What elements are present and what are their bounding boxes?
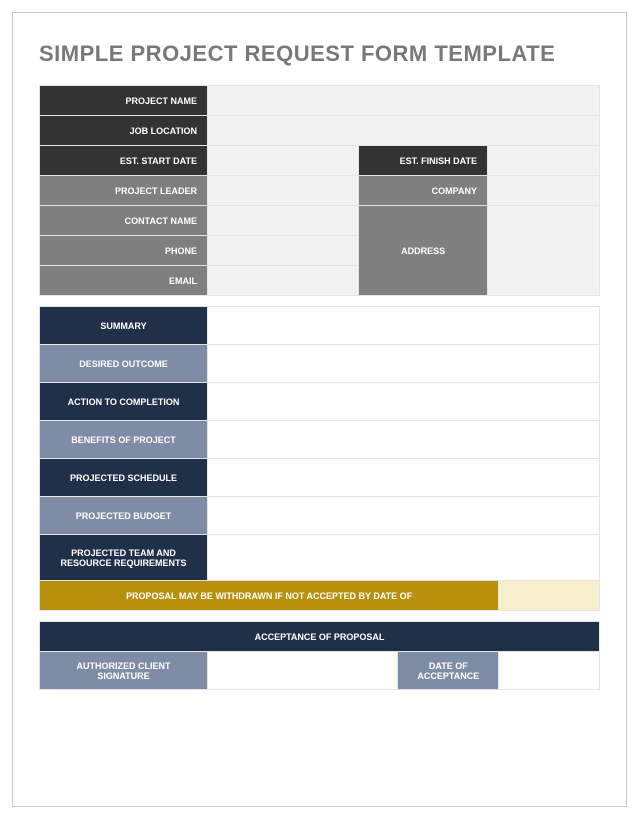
label-schedule: PROJECTED SCHEDULE	[40, 459, 208, 497]
page-title: SIMPLE PROJECT REQUEST FORM TEMPLATE	[39, 41, 600, 67]
input-contact-name[interactable]	[208, 206, 359, 236]
input-proposal-date[interactable]	[499, 581, 600, 611]
input-address[interactable]	[487, 206, 599, 296]
label-est-finish: EST. FINISH DATE	[359, 146, 488, 176]
input-desired-outcome[interactable]	[208, 345, 600, 383]
label-address: ADDRESS	[359, 206, 488, 296]
input-signature[interactable]	[208, 652, 398, 690]
label-benefits: BENEFITS OF PROJECT	[40, 421, 208, 459]
input-schedule[interactable]	[208, 459, 600, 497]
label-phone: PHONE	[40, 236, 208, 266]
input-est-start[interactable]	[208, 146, 359, 176]
label-company: COMPANY	[359, 176, 488, 206]
label-project-name: PROJECT NAME	[40, 86, 208, 116]
label-contact-name: CONTACT NAME	[40, 206, 208, 236]
acceptance-table: ACCEPTANCE OF PROPOSAL AUTHORIZED CLIENT…	[39, 621, 600, 690]
label-proposal-note: PROPOSAL MAY BE WITHDRAWN IF NOT ACCEPTE…	[40, 581, 499, 611]
input-email[interactable]	[208, 266, 359, 296]
label-desired-outcome: DESIRED OUTCOME	[40, 345, 208, 383]
input-team[interactable]	[208, 535, 600, 581]
label-email: EMAIL	[40, 266, 208, 296]
input-budget[interactable]	[208, 497, 600, 535]
label-summary: SUMMARY	[40, 307, 208, 345]
input-summary[interactable]	[208, 307, 600, 345]
label-acceptance-header: ACCEPTANCE OF PROPOSAL	[40, 622, 600, 652]
input-company[interactable]	[487, 176, 599, 206]
input-action[interactable]	[208, 383, 600, 421]
input-date-acceptance[interactable]	[499, 652, 600, 690]
label-budget: PROJECTED BUDGET	[40, 497, 208, 535]
label-action: ACTION TO COMPLETION	[40, 383, 208, 421]
label-est-start: EST. START DATE	[40, 146, 208, 176]
input-phone[interactable]	[208, 236, 359, 266]
label-project-leader: PROJECT LEADER	[40, 176, 208, 206]
input-est-finish[interactable]	[487, 146, 599, 176]
input-project-name[interactable]	[208, 86, 600, 116]
input-benefits[interactable]	[208, 421, 600, 459]
form-page: SIMPLE PROJECT REQUEST FORM TEMPLATE PRO…	[12, 12, 627, 807]
input-project-leader[interactable]	[208, 176, 359, 206]
label-team: PROJECTED TEAM AND RESOURCE REQUIREMENTS	[40, 535, 208, 581]
input-job-location[interactable]	[208, 116, 600, 146]
label-signature: AUTHORIZED CLIENT SIGNATURE	[40, 652, 208, 690]
label-job-location: JOB LOCATION	[40, 116, 208, 146]
project-info-table: PROJECT NAME JOB LOCATION EST. START DAT…	[39, 85, 600, 296]
project-details-table: SUMMARY DESIRED OUTCOME ACTION TO COMPLE…	[39, 306, 600, 611]
label-date-acceptance: DATE OF ACCEPTANCE	[398, 652, 499, 690]
